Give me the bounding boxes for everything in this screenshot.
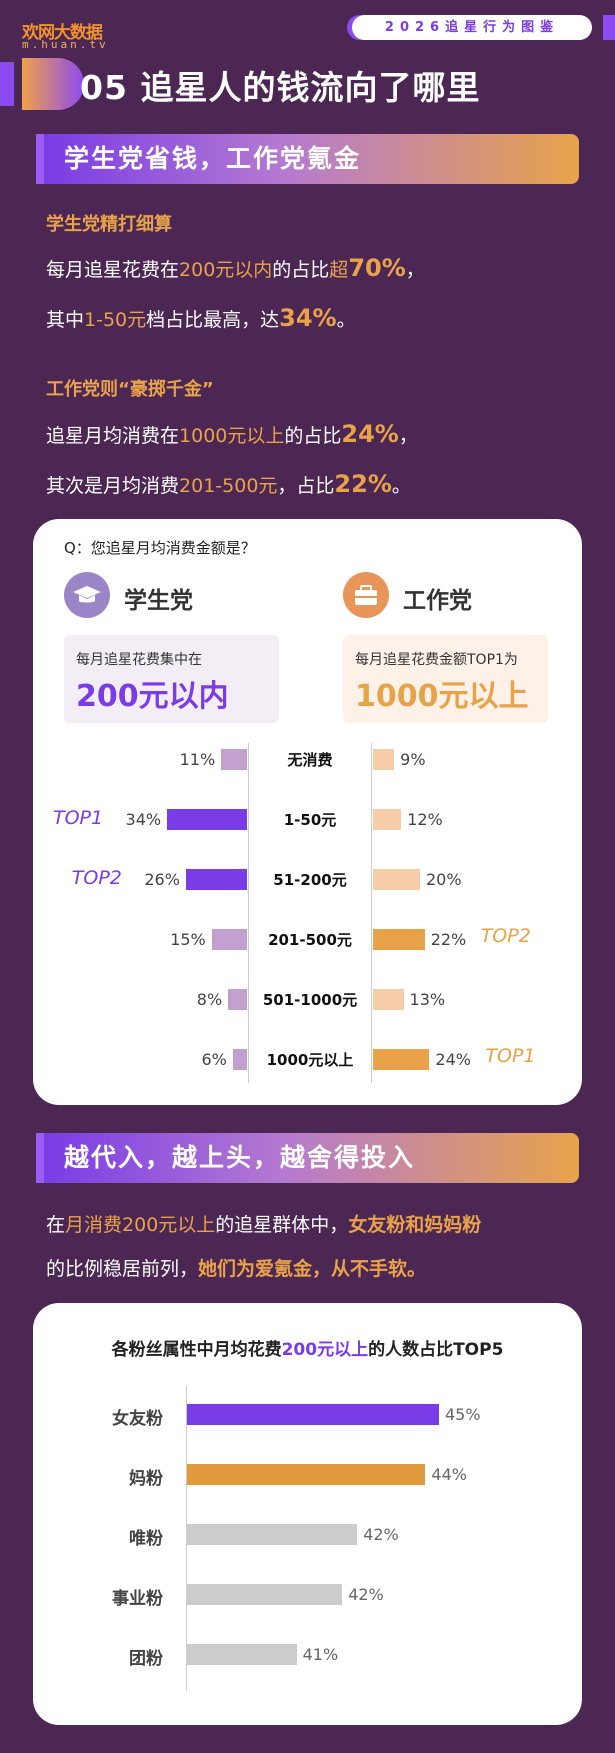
student-summary-caption: 每月追星花费集中在 — [76, 652, 202, 668]
fan-chart-axis — [186, 1386, 187, 1691]
student-summary-box: 每月追星花费集中在 200元以内 — [64, 635, 279, 723]
student-pct: 8% — [196, 990, 223, 1009]
student-bar — [167, 809, 247, 830]
banner-mark — [36, 134, 44, 184]
student-bar — [211, 929, 247, 950]
student-pct: 15% — [170, 930, 206, 949]
section1-banner: 学生党省钱，工作党氪金 — [44, 134, 579, 184]
section2-line-1: 在月消费200元以上的追星群体中，女友粉和妈妈粉 — [46, 1214, 482, 1236]
fan-type-label: 事业粉 — [112, 1589, 163, 1609]
category-label: 501-1000元 — [262, 991, 358, 1009]
worker-summary-box: 每月追星花费金额TOP1为 1000元以上 — [343, 635, 548, 723]
worker-pct: 9% — [400, 750, 426, 769]
fan-type-label: 妈粉 — [129, 1469, 163, 1489]
fan-type-bar — [187, 1404, 439, 1425]
fan-chart-title: 各粉丝属性中月均花费200元以上的人数占比TOP5 — [111, 1340, 504, 1360]
student-rank-tag: TOP2 — [71, 867, 122, 889]
fan-type-pct: 42% — [348, 1585, 384, 1604]
fan-type-pct: 45% — [445, 1405, 481, 1424]
worker-avatar — [343, 572, 389, 618]
student-pct: 26% — [144, 870, 180, 889]
worker-axis — [371, 743, 372, 1083]
fan-type-card: 各粉丝属性中月均花费200元以上的人数占比TOP5 女友粉 45% 妈粉 44% 唯粉 4… — [33, 1303, 582, 1725]
left-tab — [0, 62, 14, 106]
student-bar — [232, 1049, 247, 1070]
worker-bar — [373, 809, 402, 830]
student-axis — [248, 743, 249, 1083]
student-line-2: 其中1-50元档占比最高，达34%。 — [46, 304, 356, 332]
student-line-1: 每月追星花费在200元以内的占比超70%， — [46, 254, 425, 282]
student-summary-value: 200元以内 — [76, 679, 229, 714]
worker-pct: 24% — [435, 1050, 471, 1069]
fan-type-bar — [187, 1464, 426, 1485]
fan-type-pct: 42% — [363, 1525, 399, 1544]
student-bar — [228, 989, 247, 1010]
worker-bar — [373, 1049, 430, 1070]
student-rank-tag: TOP1 — [53, 807, 104, 829]
worker-bar — [373, 749, 395, 770]
page-title: 05 追星人的钱流向了哪里 — [80, 61, 480, 109]
worker-pct: 20% — [426, 870, 462, 889]
worker-summary-caption: 每月追星花费金额TOP1为 — [355, 652, 518, 668]
brand-pill: 2026追星行为图鉴 — [352, 15, 592, 40]
worker-summary-value: 1000元以上 — [355, 679, 529, 714]
right-tab — [603, 15, 615, 40]
student-pct: 34% — [125, 810, 162, 829]
worker-bar — [373, 989, 404, 1010]
student-pct: 6% — [201, 1050, 227, 1069]
worker-heading: 工作党则“豪掷千金” — [46, 379, 214, 400]
category-label: 无消费 — [287, 751, 333, 769]
fan-type-bar — [187, 1644, 297, 1665]
section-number: 05 — [80, 68, 128, 107]
worker-pct: 22% — [430, 930, 467, 949]
fan-type-label: 女友粉 — [112, 1409, 163, 1429]
worker-rank-tag: TOP2 — [480, 925, 531, 947]
student-bar — [221, 749, 247, 770]
logo-url: m.huan.tv — [22, 38, 109, 51]
fan-type-label: 团粉 — [129, 1649, 163, 1669]
worker-line-1: 追星月均消费在1000元以上的占比24%， — [46, 420, 418, 448]
student-pct: 11% — [179, 750, 216, 769]
student-bar — [185, 869, 247, 890]
worker-bar — [373, 929, 425, 950]
student-label: 学生党 — [124, 588, 193, 614]
section2-banner: 越代入，越上头，越舍得投入 — [44, 1133, 579, 1183]
category-label: 51-200元 — [273, 871, 347, 889]
category-label: 1000元以上 — [266, 1051, 354, 1069]
category-label: 201-500元 — [268, 931, 352, 949]
fan-type-bar — [187, 1524, 358, 1545]
graduation-cap-icon — [73, 586, 101, 603]
category-label: 1-50元 — [283, 811, 337, 829]
student-heading: 学生党精打细算 — [46, 214, 172, 235]
fan-type-pct: 44% — [431, 1465, 467, 1484]
question-text: Q：您追星月均消费金额是？ — [64, 539, 256, 557]
worker-pct: 13% — [409, 990, 446, 1009]
worker-rank-tag: TOP1 — [485, 1045, 536, 1067]
worker-label: 工作党 — [403, 588, 472, 614]
logo-text: 欢网大数据 — [22, 23, 103, 43]
section-badge — [22, 58, 84, 110]
student-avatar — [64, 572, 110, 618]
worker-line-2: 其次是月均消费201-500元，占比22%。 — [46, 470, 411, 498]
worker-pct: 12% — [407, 810, 443, 829]
banner-mark-2 — [36, 1133, 44, 1183]
section-title: 追星人的钱流向了哪里 — [140, 68, 481, 107]
worker-bar — [373, 869, 420, 890]
briefcase-icon — [355, 585, 377, 605]
section2-line-2: 的比例稳居前列，她们为爱氪金，从不手软。 — [46, 1258, 427, 1280]
spending-card: Q：您追星月均消费金额是？ 学生党 工作党 每月追星花费集中在 200元以内 每… — [33, 519, 582, 1105]
fan-type-label: 唯粉 — [129, 1529, 163, 1549]
fan-type-bar — [187, 1584, 343, 1605]
fan-type-pct: 41% — [302, 1645, 339, 1664]
